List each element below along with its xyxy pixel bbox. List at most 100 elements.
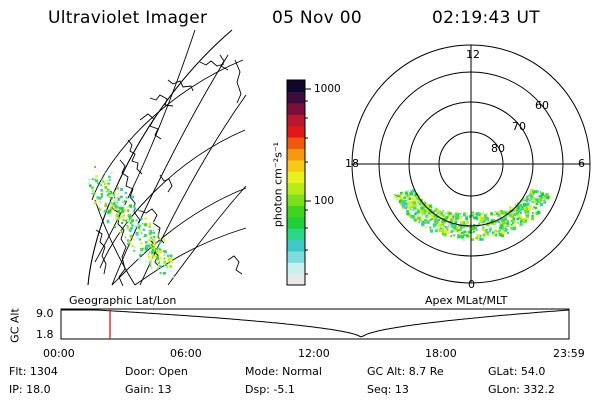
aurora-pixel — [87, 181, 91, 185]
aurora-pixel — [118, 212, 121, 214]
aurora-pixel — [482, 219, 485, 222]
aurora-pixel — [121, 210, 125, 213]
aurora-pixel — [539, 198, 543, 202]
aurora-pixel — [530, 195, 533, 198]
aurora-pixel — [449, 212, 452, 215]
aurora-pixel — [452, 214, 454, 217]
aurora-pixel — [407, 199, 409, 201]
aurora-pixel — [440, 224, 442, 226]
aurora-pixel — [150, 243, 154, 246]
glat-value: GLat: 54.0 — [488, 365, 546, 378]
polar-panel-label: Apex MLat/MLT — [425, 294, 508, 307]
aurora-pixel — [525, 195, 528, 198]
aurora-pixel — [451, 229, 454, 233]
latitude-line — [91, 59, 244, 201]
aurora-pixel — [502, 211, 506, 215]
aurora-pixel — [523, 209, 526, 212]
aurora-pixel — [418, 210, 422, 214]
aurora-pixel — [477, 238, 481, 242]
aurora-pixel — [532, 206, 535, 209]
aurora-pixel — [481, 227, 485, 231]
aurora-pixel — [122, 209, 125, 211]
aurora-pixel — [127, 218, 129, 220]
gc-alt-tick-9: 9.0 — [36, 307, 54, 320]
aurora-pixel — [440, 224, 444, 228]
aurora-pixel — [543, 200, 547, 204]
aurora-pixel — [156, 267, 159, 270]
aurora-pixel — [122, 201, 124, 203]
aurora-pixel — [148, 260, 152, 264]
aurora-pixel — [482, 226, 485, 229]
aurora-pixel — [531, 200, 533, 203]
aurora-pixel — [105, 195, 108, 198]
aurora-pixel — [152, 246, 155, 249]
aurora-pixel — [459, 216, 463, 220]
aurora-pixel — [542, 198, 544, 201]
aurora-pixel — [442, 214, 445, 217]
aurora-pixel — [489, 234, 491, 236]
aurora-pixel — [420, 202, 424, 206]
aurora-pixel — [116, 209, 120, 213]
aurora-pixel — [401, 193, 405, 197]
coastline-segment — [199, 60, 225, 67]
aurora-pixel — [504, 228, 508, 231]
aurora-pixel — [153, 239, 156, 242]
aurora-pixel — [545, 193, 549, 196]
aurora-pixel — [517, 221, 520, 224]
aurora-pixel — [116, 206, 120, 209]
aurora-pixel — [124, 191, 127, 195]
aurora-pixel — [491, 219, 494, 222]
aurora-pixel — [399, 199, 403, 203]
aurora-pixel — [118, 218, 120, 221]
aurora-pixel — [126, 219, 130, 222]
aurora-pixel — [420, 206, 424, 210]
aurora-pixel — [539, 192, 542, 194]
aurora-pixel — [444, 234, 447, 237]
aurora-pixel — [529, 191, 533, 195]
aurora-pixel — [117, 192, 120, 195]
aurora-pixel — [519, 218, 522, 221]
aurora-pixel — [502, 220, 506, 223]
aurora-pixel — [110, 208, 114, 211]
aurora-pixel — [397, 194, 400, 198]
aurora-pixel — [418, 203, 422, 207]
aurora-pixel — [106, 191, 110, 195]
aurora-pixel — [416, 210, 420, 214]
aurora-pixel — [453, 228, 455, 230]
aurora-pixel — [516, 212, 520, 216]
aurora-pixel — [162, 238, 166, 242]
aurora-pixel — [444, 231, 446, 234]
aurora-pixel — [437, 220, 440, 223]
instrument-title: Ultraviolet Imager — [48, 8, 208, 28]
aurora-pixel — [519, 203, 523, 207]
aurora-pixel — [432, 223, 434, 225]
aurora-pixel — [537, 203, 539, 205]
aurora-pixel — [131, 245, 134, 248]
aurora-pixel — [111, 171, 113, 174]
aurora-pixel — [509, 212, 512, 215]
aurora-pixel — [111, 202, 114, 205]
aurora-pixel — [155, 241, 157, 244]
aurora-pixel — [426, 209, 430, 213]
aurora-pixel — [435, 221, 439, 225]
aurora-pixel — [95, 174, 98, 178]
aurora-pixel — [109, 201, 112, 204]
aurora-pixel — [500, 211, 503, 214]
aurora-pixel — [140, 250, 144, 254]
aurora-pixel — [460, 231, 464, 235]
aurora-pixel — [471, 212, 474, 215]
aurora-pixel — [127, 214, 130, 217]
aurora-pixel — [494, 229, 498, 233]
colorbar-cell — [287, 102, 305, 115]
aurora-pixel — [487, 229, 490, 233]
aurora-pixel — [475, 229, 478, 232]
aurora-pixel — [463, 222, 467, 226]
aurora-pixel — [465, 217, 468, 221]
aurora-pixel — [402, 201, 405, 204]
aurora-pixel — [429, 213, 432, 216]
aurora-pixel — [408, 197, 411, 201]
date-label: 05 Nov 00 — [272, 8, 362, 28]
aurora-pixel — [440, 212, 444, 215]
aurora-pixel — [459, 225, 463, 229]
